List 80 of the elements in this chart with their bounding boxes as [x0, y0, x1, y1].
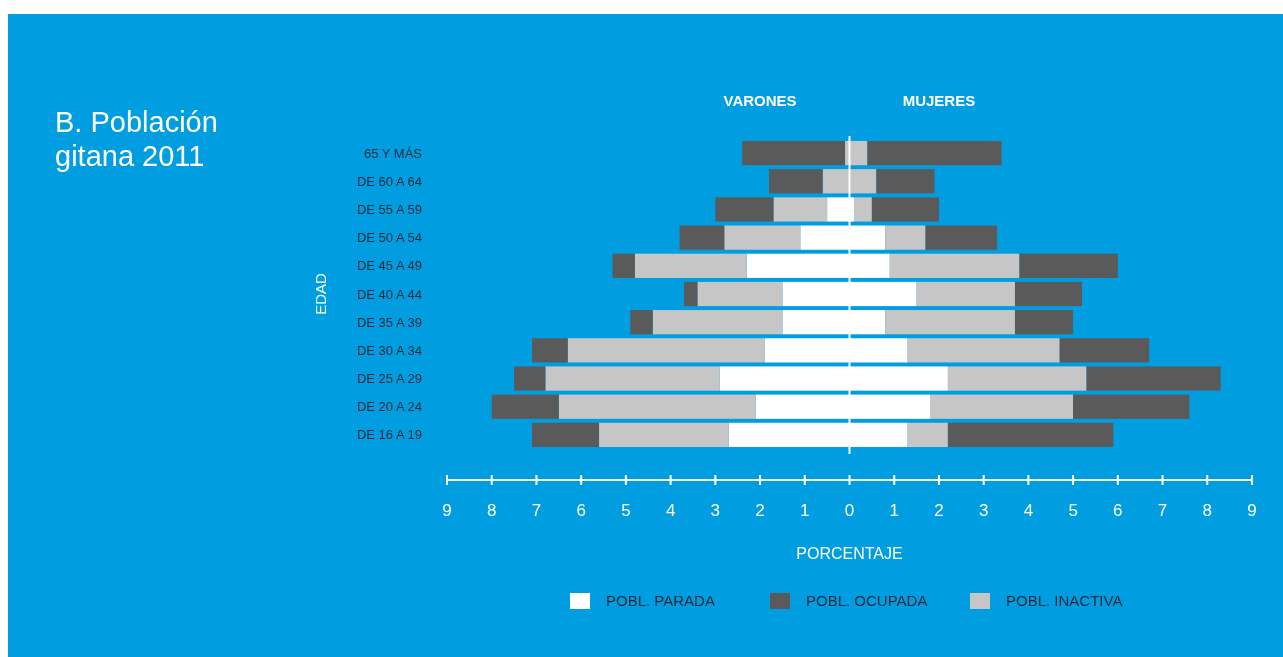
- bar: [612, 253, 635, 278]
- x-tick-label: 0: [844, 501, 855, 520]
- text: MUJERES: [902, 92, 976, 109]
- bar: [867, 140, 1002, 166]
- bar: [630, 310, 653, 335]
- legend-label: POBL. PARADA: [606, 592, 715, 610]
- bar: [531, 422, 600, 448]
- bar: [684, 281, 698, 307]
- x-tick-label: 4: [1023, 501, 1034, 520]
- bar: [907, 422, 948, 448]
- x-tick-label: 8: [486, 501, 497, 520]
- bar: [558, 394, 756, 419]
- x-axis-title: PORCENTAJE: [796, 545, 903, 562]
- y-tick-label: DE 60 A 64: [356, 173, 422, 189]
- x-tick-label: 9: [1247, 501, 1257, 520]
- bar: [1019, 253, 1118, 278]
- bar: [679, 225, 725, 250]
- bar: [1086, 366, 1221, 391]
- bar: [769, 169, 823, 194]
- x-tick-label: 9: [442, 501, 452, 520]
- bar: [930, 394, 1074, 419]
- bar: [1059, 338, 1150, 363]
- bar: [1073, 394, 1190, 419]
- bar: [599, 422, 729, 448]
- y-tick-label: DE 30 A 34: [356, 342, 422, 358]
- y-tick-label: DE 50 A 54: [356, 230, 422, 246]
- bar: [1014, 281, 1083, 307]
- bar: [947, 422, 1114, 448]
- bar: [876, 169, 935, 194]
- x-tick-label: 5: [621, 501, 631, 520]
- bar: [545, 366, 720, 391]
- bar: [853, 197, 872, 222]
- bar: [822, 169, 850, 194]
- bar: [491, 394, 559, 419]
- legend-label: POBL. INACTIVA: [1006, 592, 1123, 610]
- x-tick-label: 5: [1068, 501, 1078, 520]
- bar: [916, 281, 1015, 307]
- y-tick-label: DE 20 A 24: [356, 399, 422, 415]
- x-tick-label: 2: [755, 501, 765, 520]
- bar: [947, 366, 1087, 391]
- bar: [724, 225, 801, 250]
- x-tick-label: 2: [934, 501, 944, 520]
- bar: [773, 197, 828, 222]
- x-tick-label: 1: [889, 501, 899, 520]
- x-tick-label: 4: [665, 501, 676, 520]
- bar: [889, 253, 1020, 278]
- bar: [634, 253, 747, 278]
- y-tick-label: DE 55 A 59: [356, 202, 422, 217]
- bar: [742, 140, 846, 166]
- y-tick-label: DE 40 A 44: [356, 286, 422, 302]
- bar: [567, 338, 765, 363]
- bar: [514, 366, 546, 391]
- y-tick-label: 65 Y MÁS: [363, 145, 423, 161]
- x-tick-label: 6: [1113, 501, 1123, 520]
- y-axis-title: EDAD: [312, 273, 329, 315]
- legend-label: POBL. OCUPADA: [806, 592, 928, 610]
- bar: [715, 197, 774, 222]
- x-tick-label: 7: [531, 501, 542, 520]
- bar: [907, 338, 1060, 363]
- x-tick-label: 3: [710, 501, 721, 520]
- bar: [885, 310, 1015, 335]
- text: VARONES: [723, 92, 797, 109]
- y-tick-label: DE 25 A 29: [356, 371, 422, 387]
- text: B. Población gitana 2011: [55, 106, 218, 172]
- bar: [531, 338, 568, 363]
- bar: [925, 225, 998, 250]
- x-tick-label: 7: [1157, 501, 1168, 520]
- bar: [849, 169, 877, 194]
- bar: [652, 310, 783, 335]
- x-tick-label: 1: [800, 501, 810, 520]
- x-tick-label: 8: [1202, 501, 1213, 520]
- x-tick-label: 6: [576, 501, 586, 520]
- bar: [697, 281, 783, 307]
- y-tick-label: DE 16 A 19: [356, 427, 422, 443]
- bar: [871, 197, 939, 222]
- x-tick-label: 3: [978, 501, 989, 520]
- y-tick-label: DE 35 A 39: [356, 314, 422, 330]
- y-tick-label: DE 45 A 49: [356, 258, 422, 274]
- bar: [1014, 310, 1074, 335]
- bar: [885, 225, 926, 250]
